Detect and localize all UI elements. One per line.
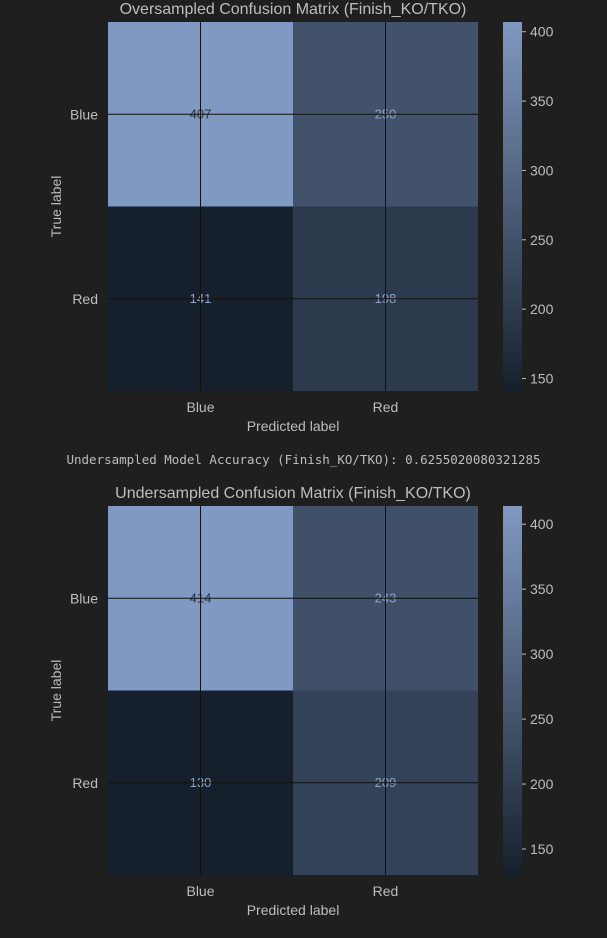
x-tick-label: Blue	[186, 399, 214, 415]
colorbar-tick-label: 150	[530, 371, 554, 387]
colorbar-tick-label: 400	[530, 516, 554, 532]
colorbar-tick-label: 350	[530, 581, 554, 597]
colorbar-tick-label: 150	[530, 841, 554, 857]
accuracy-output: Undersampled Model Accuracy (Finish_KO/T…	[66, 452, 541, 467]
x-tick-label: Blue	[186, 883, 214, 899]
colorbar-tick-label: 200	[530, 776, 554, 792]
undersampled-confusion-matrix: Undersampled Confusion Matrix (Finish_KO…	[48, 485, 554, 918]
oversampled-confusion-matrix: Oversampled Confusion Matrix (Finish_KO/…	[48, 1, 554, 434]
x-tick-label: Red	[373, 883, 399, 899]
colorbar	[503, 506, 522, 875]
colorbar	[503, 22, 522, 391]
y-tick-label: Red	[72, 775, 98, 791]
colorbar-tick-label: 250	[530, 232, 554, 248]
x-axis-label: Predicted label	[247, 418, 340, 434]
x-tick-label: Red	[373, 399, 399, 415]
colorbar-tick-label: 300	[530, 646, 554, 662]
colorbar-tick-label: 350	[530, 93, 554, 109]
y-tick-label: Blue	[70, 590, 98, 606]
colorbar-tick-label: 200	[530, 301, 554, 317]
chart-title: Undersampled Confusion Matrix (Finish_KO…	[115, 485, 471, 502]
y-tick-label: Red	[72, 291, 98, 307]
x-axis-label: Predicted label	[247, 902, 340, 918]
colorbar-tick-label: 300	[530, 162, 554, 178]
chart-title: Oversampled Confusion Matrix (Finish_KO/…	[120, 1, 467, 18]
colorbar-tick-label: 400	[530, 24, 554, 40]
colorbar-tick-label: 250	[530, 711, 554, 727]
y-axis-label: True label	[48, 176, 64, 238]
y-tick-label: Blue	[70, 106, 98, 122]
y-axis-label: True label	[48, 660, 64, 722]
